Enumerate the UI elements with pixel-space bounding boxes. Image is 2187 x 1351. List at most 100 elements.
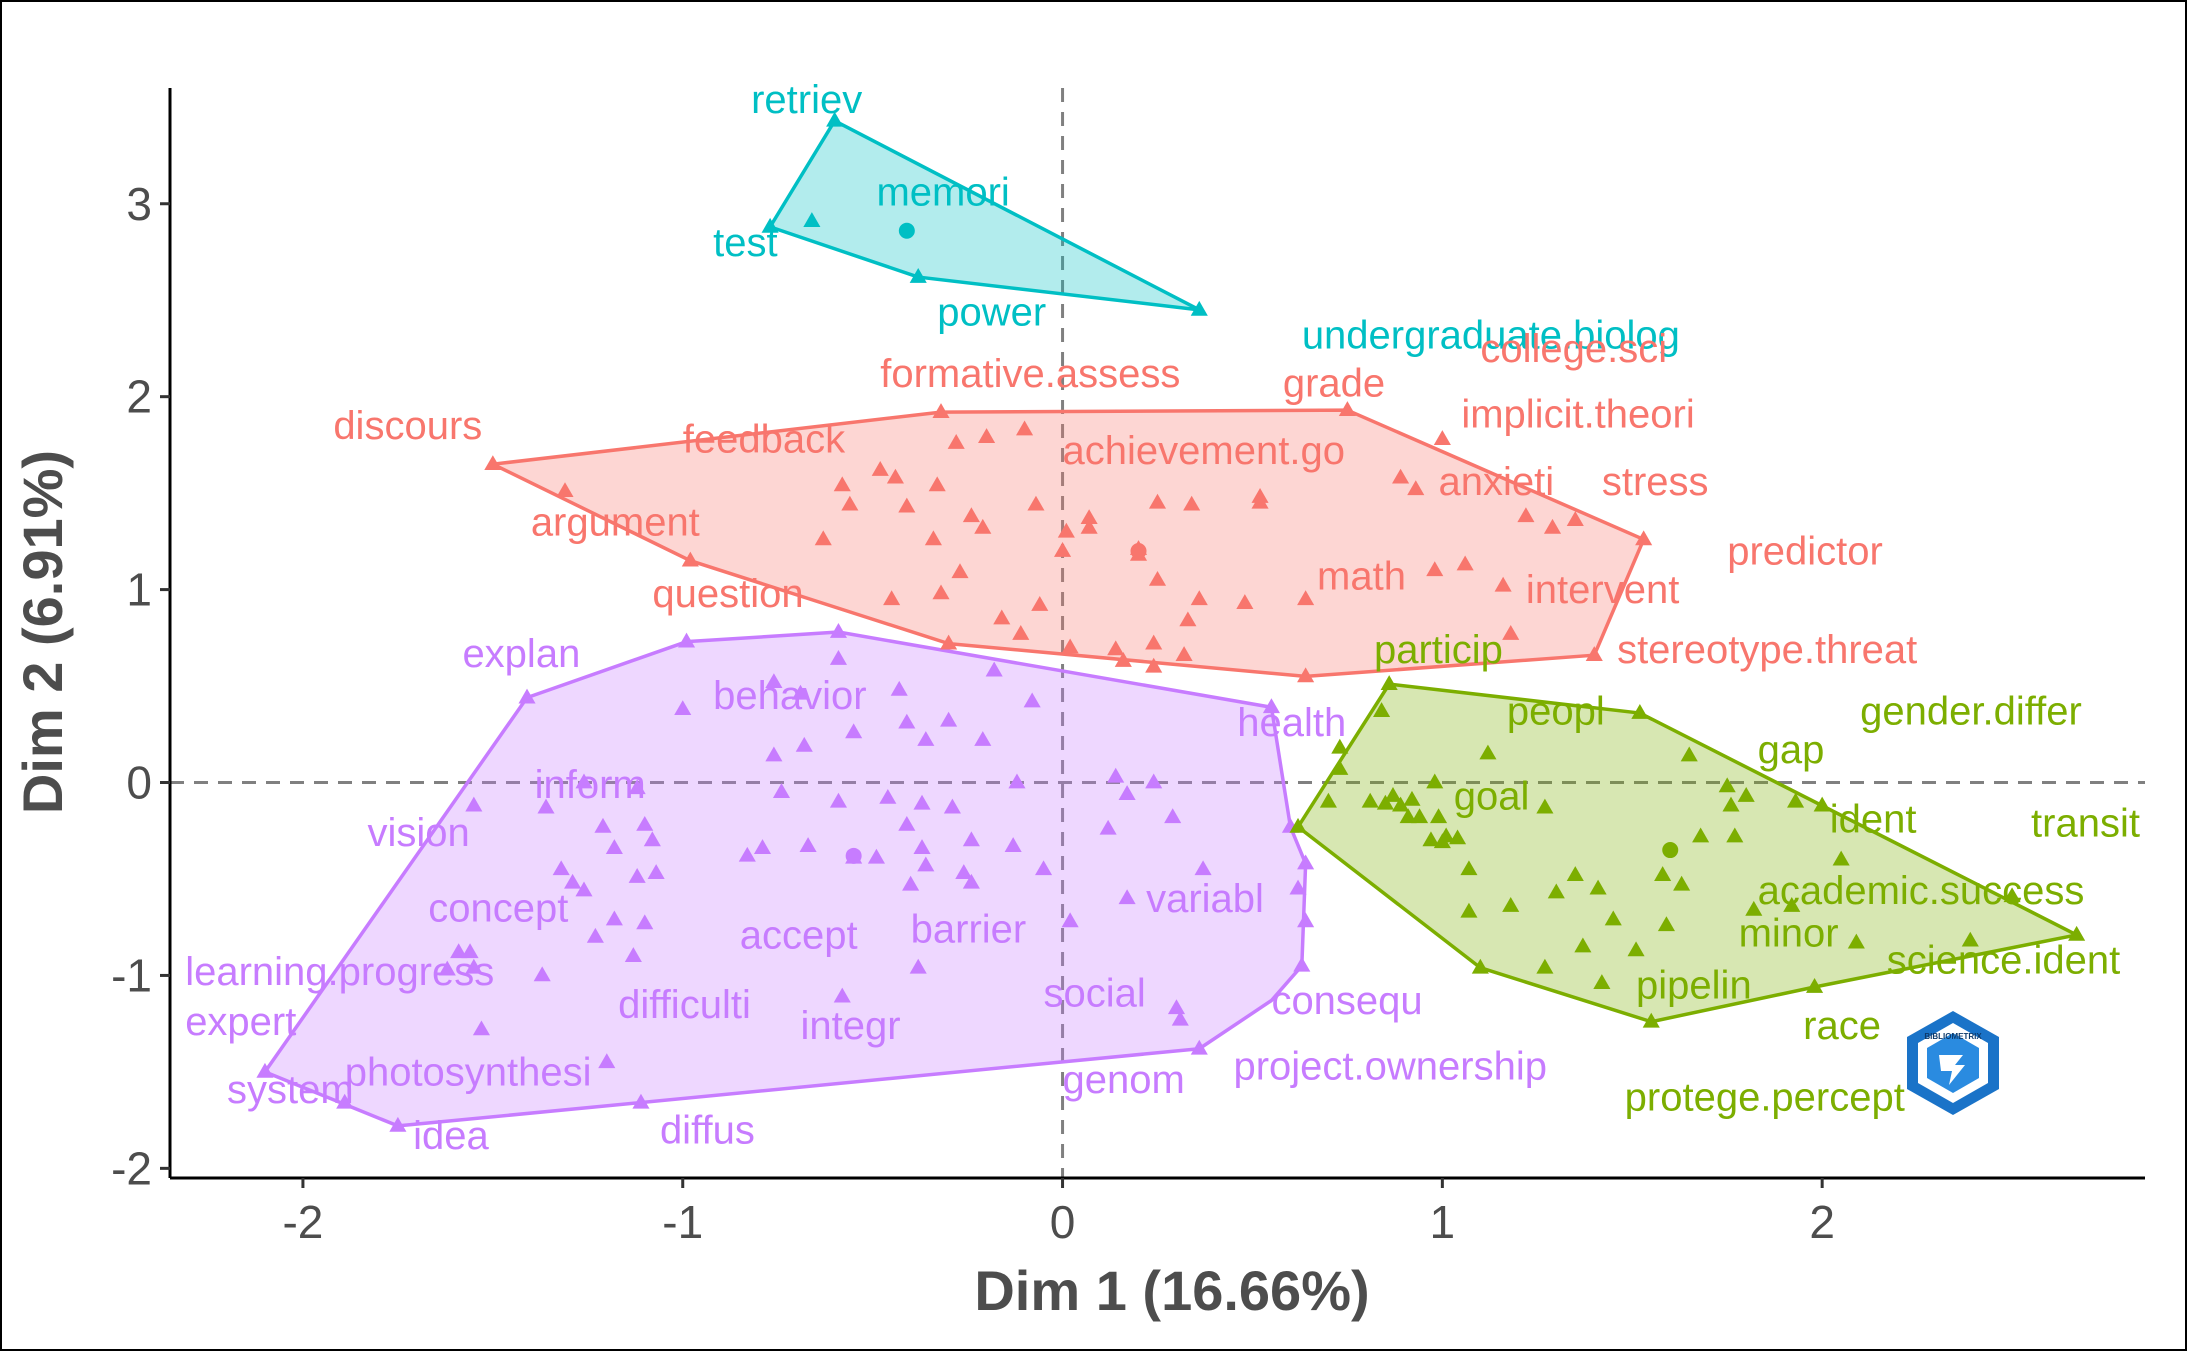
cluster-4-word-label: gender.differ <box>1860 690 2082 734</box>
cluster-4-point <box>1806 978 1824 993</box>
cluster-3-point <box>898 713 916 729</box>
cluster-4-point <box>1657 916 1675 932</box>
cluster-2-word-label: feedback <box>683 418 846 462</box>
cluster-3-point <box>955 864 973 880</box>
y-tick-label: -1 <box>111 949 152 1001</box>
cluster-3-point <box>465 958 483 974</box>
cluster-3-point <box>917 731 935 746</box>
cluster-3-point <box>845 723 863 739</box>
cluster-2-point <box>833 476 851 492</box>
cluster-3-point <box>1167 999 1186 1015</box>
y-tick-label: 1 <box>126 564 152 616</box>
svg-text:BIBLIOMETRIX: BIBLIOMETRIX <box>1924 1032 1982 1041</box>
cluster-2-word-label: predictor <box>1727 530 1883 574</box>
cluster-4-point <box>1813 796 1831 812</box>
cluster-3-point <box>465 796 483 812</box>
cluster-3-point <box>962 873 980 889</box>
cluster-2-point <box>993 609 1011 625</box>
cluster-4-point <box>2003 887 2021 903</box>
cluster-3-word-label: concept <box>428 886 568 930</box>
cluster-3-point <box>913 794 931 810</box>
cluster-2-point <box>1145 634 1163 650</box>
cluster-4-point <box>1361 792 1379 808</box>
cluster-4-point <box>1373 702 1391 717</box>
cluster-3-word-label: system <box>227 1068 354 1112</box>
cluster-2-point <box>1426 561 1444 577</box>
cluster-2-point <box>1179 611 1197 627</box>
cluster-3-point <box>605 839 623 854</box>
cluster-4-point <box>1331 738 1349 754</box>
cluster-2-point <box>1543 518 1562 534</box>
cluster-3-point <box>738 846 756 862</box>
cluster-1-word-label: power <box>937 290 1046 334</box>
cluster-3-word-label: social <box>1044 971 1146 1015</box>
cluster-3-point <box>1289 879 1307 895</box>
cluster-2-point <box>924 530 942 546</box>
cluster-2-point <box>1016 420 1034 436</box>
cluster-2-word-label: grade <box>1283 362 1385 406</box>
cluster-3-point <box>647 864 665 880</box>
cluster-4-point <box>1726 827 1744 843</box>
cluster-2-point <box>1236 594 1254 609</box>
cluster-2-point <box>1517 507 1535 523</box>
cluster-4-point <box>1471 958 1489 974</box>
cluster-4-point <box>1430 808 1448 824</box>
cluster-4-point <box>1502 896 1520 912</box>
cluster-2-point <box>1433 430 1451 445</box>
cluster-3-word-label: diffus <box>660 1108 755 1152</box>
cluster-3-point <box>799 837 817 853</box>
cluster-1-point <box>826 111 844 127</box>
cluster-2-point <box>940 634 958 650</box>
cluster-2-point <box>1027 495 1045 511</box>
cluster-2-word-label: formative.assess <box>880 352 1180 396</box>
cluster-1-point <box>1190 300 1208 316</box>
cluster-3-point <box>765 746 783 762</box>
cluster-3-word-label: explan <box>462 632 580 676</box>
cluster-2-point <box>886 468 904 484</box>
cluster-4-word-label: transit <box>2031 802 2140 846</box>
cluster-3-word-label: expert <box>185 1000 296 1044</box>
cluster-4-point <box>1627 941 1645 957</box>
cluster-3-hull <box>263 630 1308 1128</box>
cluster-2-point <box>841 495 859 511</box>
cluster-3-point <box>765 673 783 689</box>
cluster-3-point <box>1194 860 1212 876</box>
cluster-4-point <box>1536 798 1554 814</box>
cluster-1-word-label: test <box>713 221 777 265</box>
cluster-3-word-label: genom <box>1063 1058 1185 1102</box>
cluster-1-hull <box>768 119 1202 312</box>
cluster-2-point <box>1456 555 1474 571</box>
cluster-4-point <box>1787 792 1805 808</box>
cluster-4-point <box>1331 760 1349 775</box>
cluster-4-point <box>1718 777 1736 793</box>
cluster-2-point <box>951 563 969 579</box>
cluster-2-word-label: argument <box>531 501 700 545</box>
cluster-3-point <box>772 783 791 799</box>
cluster-3-point <box>1171 1010 1189 1026</box>
cluster-2-point <box>484 455 502 471</box>
cluster-3-point <box>1118 785 1136 800</box>
y-tick-label: -2 <box>111 1142 152 1194</box>
cluster-3-point <box>985 661 1003 677</box>
cluster-3-word-label: barrier <box>911 908 1027 952</box>
cluster-4-point <box>1460 860 1478 876</box>
cluster-4-point <box>1783 896 1801 912</box>
cluster-2-point <box>962 507 980 523</box>
cluster-3-point <box>389 1116 407 1132</box>
cluster-2-point <box>1251 487 1269 503</box>
cluster-3-point <box>791 684 810 700</box>
cluster-4-point <box>1380 675 1398 690</box>
ticks: -2 -1 0 1 2 -2 -1 0 1 2 3 <box>111 178 1835 1248</box>
cluster-2-point <box>1297 590 1315 606</box>
cluster-2-point <box>1566 511 1584 526</box>
cluster-2-word-label: anxieti <box>1439 460 1555 504</box>
cluster-2-point <box>1080 509 1098 525</box>
cluster-3-point <box>605 910 623 926</box>
y-tick-label: 0 <box>126 757 152 809</box>
cluster-3-word-label: variabl <box>1146 877 1264 921</box>
cluster-2-point <box>1407 480 1425 496</box>
cluster-2-point <box>814 530 832 546</box>
cluster-3-word-label: project.ownership <box>1233 1045 1547 1089</box>
cluster-2-point <box>898 497 916 513</box>
cluster-4-point <box>1536 958 1554 974</box>
